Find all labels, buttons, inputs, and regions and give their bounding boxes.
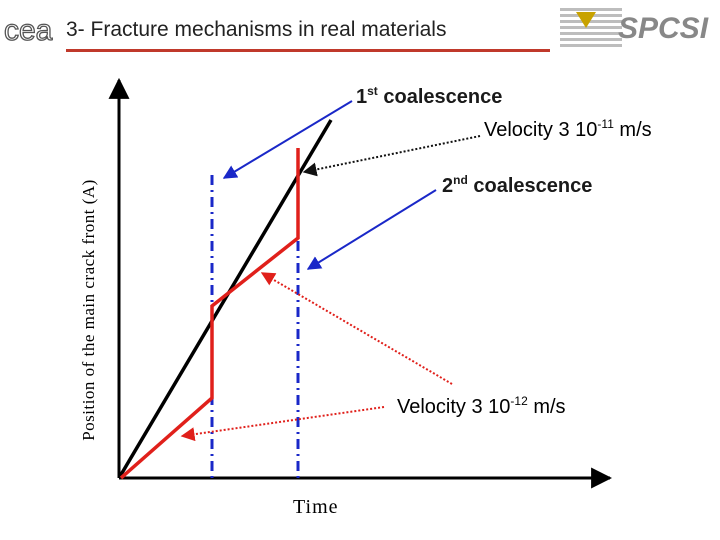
velocity-low-arrow-upper bbox=[260, 272, 453, 385]
spcsi-logo-text: SPCSI bbox=[618, 12, 709, 45]
crack-front-steps bbox=[119, 148, 300, 480]
second-coalescence-arrow bbox=[306, 189, 437, 270]
y-axis-label: Position of the main crack front (A) bbox=[79, 179, 98, 441]
slide-title: 3- Fracture mechanisms in real materials bbox=[66, 18, 447, 41]
x-axis-label: Time bbox=[293, 496, 339, 518]
spcsi-logo: SPCSI bbox=[560, 8, 709, 47]
cea-logo: cea bbox=[3, 14, 53, 48]
velocity-low-label: Velocity 3 10-12 m/s bbox=[397, 394, 566, 418]
title-underline bbox=[66, 49, 550, 52]
velocity-high-label: Velocity 3 10-11 m/s bbox=[484, 117, 652, 141]
slide-header: cea 3- Fracture mechanisms in real mater… bbox=[0, 0, 720, 62]
first-coalescence-arrow bbox=[222, 100, 353, 179]
average-velocity-line bbox=[117, 119, 333, 479]
cea-logo-text: cea bbox=[4, 14, 53, 47]
first-coalescence-label: 1st coalescence bbox=[356, 84, 503, 108]
second-coalescence-label: 2nd coalescence bbox=[442, 173, 593, 197]
spcsi-logo-triangle bbox=[576, 12, 596, 28]
velocity-high-arrow bbox=[302, 135, 481, 177]
